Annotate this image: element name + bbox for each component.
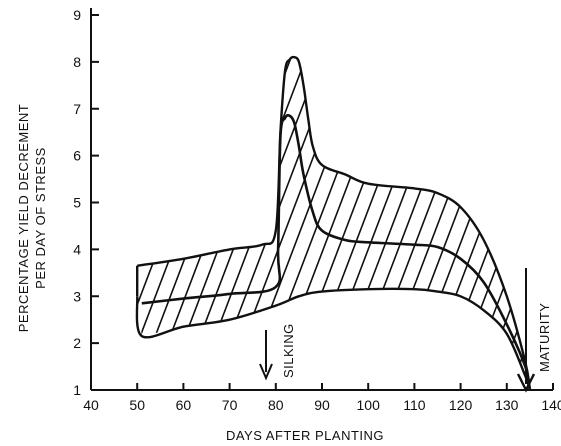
hatch-line <box>137 57 252 391</box>
hatch-line <box>310 57 462 391</box>
hatch-line <box>250 57 402 391</box>
y-axis-title-line1: PERCENTAGE YIELD DECREMENT <box>16 104 31 333</box>
hatch-line <box>355 57 507 391</box>
silking-annotation: SILKING <box>259 323 296 381</box>
hatch-line <box>370 57 522 391</box>
maturity-label: MATURITY <box>537 303 552 372</box>
x-tick-label: 120 <box>449 397 473 413</box>
y-tick-label: 2 <box>73 335 81 351</box>
y-tick-label: 7 <box>73 101 81 117</box>
x-ticks: 40 50 60 70 80 90 100 110 120 130 140 <box>83 383 561 413</box>
hatch-line <box>137 57 192 391</box>
hatch-line <box>137 57 177 391</box>
y-ticks: 1 2 3 4 5 6 7 8 9 <box>73 7 99 398</box>
hatch-line <box>220 57 372 391</box>
x-tick-label: 70 <box>222 397 238 413</box>
hatch-line <box>175 57 327 391</box>
silking-arrow-head <box>259 363 273 381</box>
hatch-line <box>137 57 267 391</box>
y-tick-label: 6 <box>73 148 81 164</box>
x-tick-label: 140 <box>541 397 561 413</box>
maturity-arrow-head <box>516 373 536 393</box>
y-tick-label: 9 <box>73 7 81 23</box>
x-tick-label: 40 <box>83 397 99 413</box>
hatch-line <box>295 57 447 391</box>
band-lower-edge <box>135 287 532 391</box>
y-tick-label: 5 <box>73 195 81 211</box>
x-tick-label: 80 <box>268 397 284 413</box>
y-tick-label: 8 <box>73 54 81 70</box>
band-upper-edge <box>137 55 532 391</box>
series-line <box>141 113 532 391</box>
silking-label: SILKING <box>281 323 296 378</box>
y-axis-title-line2: PER DAY OF STRESS <box>33 147 48 289</box>
y-tick-label: 3 <box>73 288 81 304</box>
hatch-line <box>137 57 237 391</box>
hatch-line <box>490 57 530 391</box>
hatch-line <box>551 5 561 400</box>
x-tick-label: 90 <box>314 397 330 413</box>
x-tick-label: 50 <box>129 397 145 413</box>
x-tick-label: 110 <box>403 397 426 413</box>
hatch-line <box>340 57 492 391</box>
hatch-line <box>280 57 432 391</box>
hatch-line <box>400 57 530 391</box>
y-tick-label: 4 <box>73 241 81 257</box>
x-axis-title: DAYS AFTER PLANTING <box>226 428 384 443</box>
hatch-line <box>137 57 282 391</box>
y-tick-label: 1 <box>73 382 81 398</box>
maturity-annotation: MATURITY <box>516 268 552 393</box>
x-tick-label: 60 <box>176 397 192 413</box>
hatch-line <box>145 57 297 391</box>
x-tick-label: 100 <box>357 397 381 413</box>
x-tick-label: 130 <box>495 397 519 413</box>
